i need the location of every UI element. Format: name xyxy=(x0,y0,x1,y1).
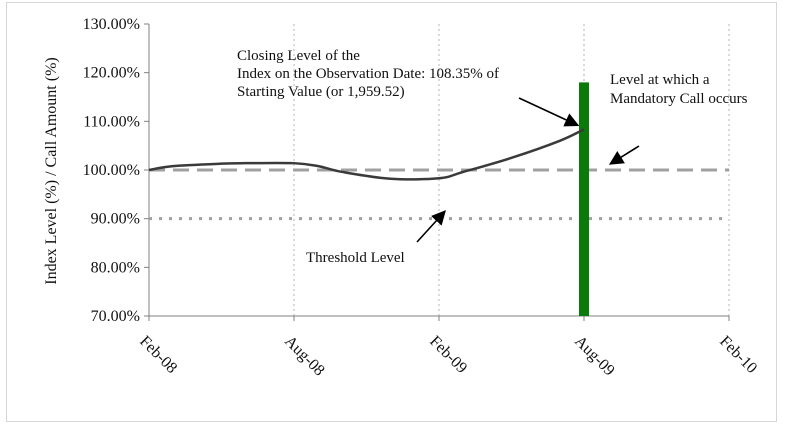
bar-layer xyxy=(579,82,589,317)
call-amount-bar xyxy=(579,82,589,317)
x-tick-label: Aug-08 xyxy=(281,333,328,380)
annotation: Threshold Level xyxy=(306,210,446,266)
annotation-line: Mandatory Call occurs xyxy=(610,91,748,107)
annotation-line: Closing Level of the xyxy=(237,48,360,64)
chart-frame: 70.00% 80.00% 90.00% 100.00% 110.00% 120.00% 1… xyxy=(6,2,777,422)
annotation: Closing Level of the Index on the Observa… xyxy=(237,48,580,127)
annotation-text: Threshold Level xyxy=(306,250,405,266)
annotation-arrow xyxy=(608,145,640,165)
index-level-chart: 70.00% 80.00% 90.00% 100.00% 110.00% 120.00% 1… xyxy=(43,16,760,380)
y-axis-title: Index Level (%) / Call Amount (%) xyxy=(43,57,60,285)
annotation-line: Level at which a xyxy=(610,72,710,88)
annotation-text: Closing Level of the Index on the Observa… xyxy=(237,48,499,100)
annotation-arrow xyxy=(518,97,580,127)
annotation-line: Starting Value (or 1,959.52) xyxy=(237,84,405,100)
y-tick-label: 110.00% xyxy=(83,113,140,130)
x-tick-label: Feb-10 xyxy=(716,333,760,377)
x-tick-label: Feb-09 xyxy=(426,333,470,377)
y-tick-label: 90.00% xyxy=(91,211,140,228)
line-layer xyxy=(148,128,585,181)
y-tick-label: 120.00% xyxy=(83,65,140,82)
x-tick-label: Aug-09 xyxy=(571,333,618,380)
annotation-line: Threshold Level xyxy=(306,250,405,266)
y-tick-label: 80.00% xyxy=(91,259,140,276)
x-tick-label: Feb-08 xyxy=(136,333,180,377)
annotation-text: Level at which a Mandatory Call occurs xyxy=(610,72,748,107)
y-tick-label: 70.00% xyxy=(91,308,140,325)
annotation-layer: Closing Level of the Index on the Observa… xyxy=(237,48,748,266)
index-level-line xyxy=(148,128,585,181)
y-tick-label: 100.00% xyxy=(83,162,140,179)
annotation: Level at which a Mandatory Call occurs xyxy=(608,72,748,165)
annotation-line: Index on the Observation Date: 108.35% o… xyxy=(237,66,499,82)
annotation-arrow xyxy=(416,210,446,243)
y-tick-label: 130.00% xyxy=(83,16,140,33)
